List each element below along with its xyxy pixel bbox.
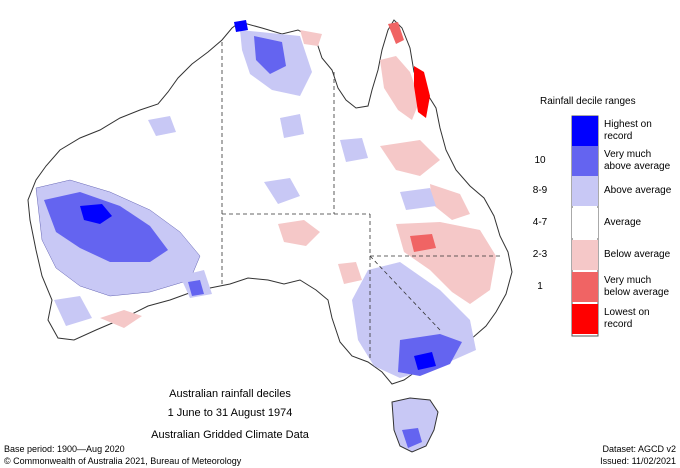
wa-sw-above [54, 296, 92, 326]
legend-swatch-very-much-below [572, 272, 598, 302]
central-below [278, 220, 320, 246]
issued-date: Issued: 11/02/2021 [600, 456, 676, 466]
legend-row-very-much-above: 10 Very much above average [520, 146, 680, 176]
victoria-highest [414, 352, 436, 370]
qld-coast-below [380, 56, 420, 120]
central-above-1 [264, 178, 300, 204]
legend-decile: 8-9 [532, 185, 548, 196]
legend-row-very-much-below: 1 Very much below average [520, 272, 680, 302]
copyright: © Commonwealth of Australia 2021, Bureau… [4, 456, 242, 466]
legend-decile: 2-3 [532, 249, 548, 260]
legend-row-highest: Highest on record [520, 116, 680, 146]
legend-swatch-below [572, 240, 598, 270]
legend-decile: 4-7 [532, 217, 548, 228]
central-above-2 [340, 138, 368, 162]
legend-label: Highest on record [604, 119, 652, 142]
cape-york-below [300, 30, 322, 46]
legend-label: Lowest on record [604, 307, 650, 330]
wa-south-below [100, 310, 142, 328]
wa-north-above [148, 116, 176, 136]
dataset-label: Dataset: AGCD v2 [602, 444, 676, 454]
legend-swatch-average [572, 208, 598, 238]
nsw-very-much-below [410, 234, 436, 252]
legend-row-below: 2-3 Below average [520, 240, 680, 270]
caption-title: Australian rainfall deciles [169, 388, 291, 400]
tasmania [391, 397, 439, 453]
nt-above [280, 114, 304, 138]
legend-label: Above average [604, 185, 672, 196]
legend-swatch-highest [572, 116, 598, 146]
tasmania-blue-patch [402, 428, 422, 448]
legend-label: Very much above average [604, 149, 671, 172]
qld-east-below [430, 184, 470, 220]
state-borders [221, 42, 500, 360]
legend-swatch-very-much-above [572, 146, 598, 176]
legend-row-average: 4-7 Average [520, 208, 680, 238]
qld-interior-above [400, 188, 436, 210]
qld-coast-very-much-below [388, 22, 404, 44]
legend-label: Average [604, 217, 642, 228]
inland-qld-below [380, 140, 440, 176]
legend-row-lowest: Lowest on record [520, 304, 680, 334]
legend-row-above: 8-9 Above average [520, 176, 680, 206]
sa-below [338, 262, 362, 284]
qld-coast-lowest [414, 66, 430, 118]
wa-very-much-above [44, 192, 168, 262]
legend-decile: 1 [537, 281, 543, 292]
legend-label: Below average [604, 249, 671, 260]
legend-swatch-above [572, 176, 598, 206]
top-end-highest [234, 20, 248, 32]
sa-very-much-above [188, 280, 204, 296]
caption-period: 1 June to 31 August 1974 [167, 407, 293, 419]
legend-title: Rainfall decile ranges [540, 96, 636, 107]
legend-label: Very much below average [604, 275, 670, 298]
base-period: Base period: 1900—Aug 2020 [4, 444, 125, 454]
top-end-very-much-above [254, 36, 286, 74]
wa-highest-on-record [80, 204, 112, 224]
legend-swatch-lowest [572, 304, 598, 334]
caption-source: Australian Gridded Climate Data [151, 429, 309, 441]
legend-decile: 10 [534, 155, 546, 166]
